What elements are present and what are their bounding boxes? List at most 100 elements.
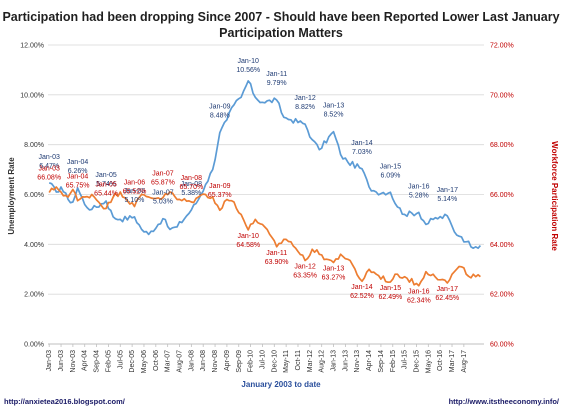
annotation-value: 6.09%: [380, 172, 400, 179]
y-left-tick-label: 6.00%: [24, 192, 44, 199]
x-tick-label: Aug-12: [319, 350, 326, 373]
annotation-label: Jan-16: [408, 289, 430, 296]
footer-left-url: http://anxietea2016.blogspot.com/: [4, 397, 126, 406]
x-tick-label: Sep-09: [236, 350, 243, 373]
annotation-value: 5.10%: [125, 197, 145, 204]
x-tick-label: May-06: [141, 350, 148, 373]
annotation-label: Jan-14: [351, 140, 373, 147]
x-tick-label: Nov-03: [70, 350, 77, 373]
annotation-label: Jan-06: [124, 179, 146, 186]
x-tick-label: Sep-04: [94, 350, 101, 373]
x-tick-label: Apr-09: [224, 350, 231, 371]
annotation-value: 65.52%: [123, 188, 147, 195]
annotation-label: Jan-05: [95, 181, 117, 188]
annotation-value: 7.03%: [352, 149, 372, 156]
right-axis: 60.00% 62.00% 64.00% 66.00% 68.00% 70.00% 72.0…: [490, 43, 514, 349]
x-tick-label: Mar-12: [307, 350, 314, 372]
x-tick-label: Jan-03: [46, 350, 53, 372]
x-tick-label: Jun-03: [58, 350, 65, 372]
annotation-label: Jan-14: [351, 284, 373, 291]
annotation-label: Jan-11: [266, 71, 287, 78]
y-left-tick-label: 12.00%: [20, 43, 44, 50]
x-tick-label: Feb-05: [105, 350, 112, 372]
annotation-label: Jan-13: [323, 266, 345, 273]
x-tick-label: May-11: [283, 350, 290, 373]
x-tick-label: Dec-15: [413, 350, 420, 373]
annotation-value: 10.56%: [236, 67, 260, 74]
annotation-value: 65.75%: [66, 183, 90, 190]
annotation-label: Jan-07: [152, 190, 174, 197]
annotation-label: Jan-15: [380, 285, 402, 292]
x-tick-label: May-16: [425, 350, 432, 373]
x-tick-label: Feb-15: [390, 350, 397, 372]
x-tick-label: Mar-17: [449, 350, 456, 372]
annotation-value: 6.47%: [39, 163, 59, 170]
x-axis-label: January 2003 to date: [241, 380, 321, 389]
x-tick-label: Jul-15: [402, 350, 409, 369]
annotation-label: Jan-17: [437, 286, 459, 293]
x-tick-label: Nov-08: [212, 350, 219, 373]
x-tick-label: Jun-08: [200, 350, 207, 372]
annotation-label: Jan-10: [238, 58, 260, 65]
annotation-value: 62.34%: [407, 298, 431, 305]
chart-subtitle: Participation Matters: [219, 26, 343, 40]
y-right-tick-label: 64.00%: [490, 242, 514, 249]
x-tick-label: Feb-10: [248, 350, 255, 372]
x-tick-label: Oct-16: [437, 350, 444, 371]
annotation-value: 62.45%: [435, 295, 459, 302]
annotation-value: 5.14%: [437, 196, 457, 203]
x-tick-label: Aug-17: [461, 350, 468, 373]
annotation-label: Jan-04: [67, 159, 89, 166]
y-right-tick-label: 66.00%: [490, 192, 514, 199]
annotation-label: Jan-10: [238, 233, 260, 240]
annotation-label: Jan-08: [181, 175, 203, 182]
annotation-label: Jan-16: [408, 183, 430, 190]
annotation-label: Jan-17: [437, 187, 459, 194]
x-tick-label: Oct-11: [295, 350, 302, 371]
y-left-axis-label: Unemployment Rate: [7, 157, 16, 235]
y-right-tick-label: 70.00%: [490, 92, 514, 99]
y-right-axis-label: Workforce Participation Rate: [550, 141, 559, 251]
y-left-tick-label: 0.00%: [24, 342, 44, 349]
x-tick-label: Dec-10: [271, 350, 278, 373]
annotation-value: 8.82%: [295, 104, 315, 111]
series-lines: [48, 80, 482, 287]
annotation-value: 8.52%: [324, 112, 344, 119]
unemployment-line: [48, 80, 482, 250]
annotation-value: 65.87%: [151, 180, 175, 187]
x-tick-label: Jul-05: [117, 350, 124, 369]
annotation-label: Jan-11: [266, 250, 287, 257]
left-axis: 0.00% 2.00% 4.00% 6.00% 8.00% 10.00% 12.00%: [20, 43, 44, 349]
participation-line: [48, 186, 481, 287]
annotation-label: Jan-07: [152, 171, 174, 178]
annotation-label: Jan-03: [38, 154, 60, 161]
x-axis: Jan-03 Jun-03 Nov-03 Apr-04 Sep-04 Feb-05 Jul-…: [46, 343, 484, 373]
annotations: Jan-036.47%Jan-046.26%Jan-055.74%Jan-065…: [37, 58, 459, 305]
x-tick-label: Apr-14: [366, 350, 373, 371]
x-tick-label: Jan-08: [188, 350, 195, 372]
x-tick-label: Oct-06: [153, 350, 160, 371]
annotation-label: Jan-13: [323, 103, 345, 110]
annotation-value: 9.79%: [267, 80, 287, 87]
annotation-value: 63.90%: [265, 259, 289, 266]
annotation-value: 8.48%: [210, 113, 230, 120]
annotation-label: Jan-09: [209, 104, 231, 111]
x-tick-label: Jan-13: [331, 350, 338, 372]
annotation-label: Jan-09: [209, 183, 231, 190]
annotation-value: 6.26%: [68, 168, 88, 175]
annotation-value: 65.70%: [179, 184, 203, 191]
annotation-value: 63.27%: [322, 275, 346, 282]
annotation-value: 5.38%: [181, 190, 201, 197]
annotation-label: Jan-15: [380, 163, 402, 170]
y-left-tick-label: 2.00%: [24, 292, 44, 299]
y-right-tick-label: 68.00%: [490, 142, 514, 149]
annotation-value: 66.08%: [37, 175, 61, 182]
annotation-label: Jan-12: [294, 264, 316, 271]
y-right-tick-label: 62.00%: [490, 292, 514, 299]
chart-title: Participation had been dropping Since 20…: [2, 10, 559, 24]
annotation-label: Jan-03: [38, 166, 60, 173]
annotation-label: Jan-05: [95, 172, 117, 179]
x-tick-label: Jul-10: [259, 350, 266, 369]
y-left-tick-label: 8.00%: [24, 142, 44, 149]
